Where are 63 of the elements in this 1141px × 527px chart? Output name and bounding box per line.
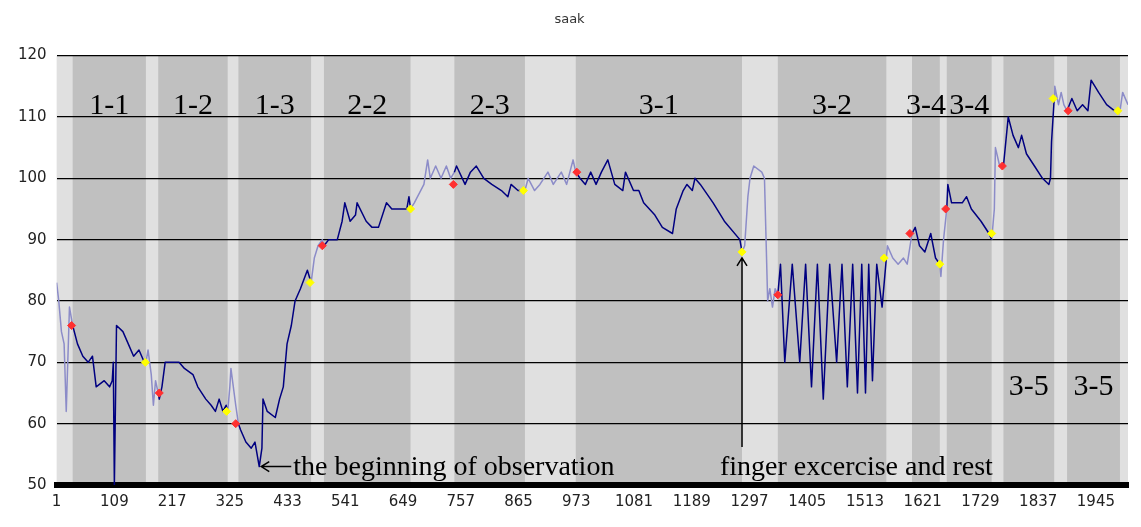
point [154,388,164,398]
x-tick-label: 1081 [614,491,654,510]
x-tick-label: 217 [157,491,187,510]
point [905,228,915,238]
band-label: 2-2 [347,86,388,120]
point [140,357,150,367]
point [67,321,77,331]
band-label: 3-2 [812,86,853,120]
band-label: 3-5 [1073,367,1114,401]
band-label: 1-2 [172,86,213,120]
x-tick-label: 973 [561,491,591,510]
annotation: the beginning of observation [293,450,615,481]
x-tick-label: 1945 [1076,491,1116,510]
point [941,204,951,214]
point [231,419,241,429]
band-label: 1-3 [254,86,295,120]
x-tick-label: 1297 [730,491,769,510]
point [518,186,528,196]
x-tick-label: 1513 [845,491,885,510]
point [987,228,997,238]
band-label: 3-5 [1008,367,1049,401]
x-tick-label: 1405 [788,491,827,510]
x-tick-label: 1189 [672,491,711,510]
band-label: 3-1 [638,86,679,120]
point [317,241,327,251]
x-tick-label: 1 [51,491,62,510]
x-tick-label: 1729 [961,491,1000,510]
band-label: 2-3 [469,86,510,120]
x-tick-label: 1621 [903,491,942,510]
point [773,290,783,300]
y-tick-label: 60 [27,413,47,432]
band-label: 1-1 [89,86,130,120]
point [879,253,889,263]
point [406,204,416,214]
x-tick-label: 1837 [1019,491,1058,510]
y-tick-label: 110 [17,106,47,125]
y-tick-label: 90 [27,229,47,248]
y-tick-label: 70 [27,352,47,371]
x-tick-label: 757 [446,491,476,510]
y-tick-label: 50 [27,474,47,493]
x-tick-label: 541 [331,491,360,510]
y-tick-label: 120 [17,45,47,64]
band-label: 3-4 [949,86,990,120]
point [305,278,315,288]
point [935,259,945,269]
y-tick-label: 80 [27,290,47,309]
point [572,167,582,177]
point [1063,106,1073,116]
point [737,247,747,257]
band-label: 3-4 [905,86,946,120]
x-tick-label: 109 [100,491,129,510]
point [1113,106,1123,116]
x-tick-label: 865 [504,491,533,510]
x-tick-label: 649 [388,491,418,510]
x-tick-label: 433 [273,491,302,510]
annotation: finger excercise and rest [720,450,994,481]
x-tick-label: 325 [215,491,245,510]
chart-title: saak [554,11,586,27]
point [222,406,232,416]
point [1048,94,1058,104]
point [448,179,458,189]
y-tick-label: 100 [17,168,47,187]
point [997,161,1007,171]
